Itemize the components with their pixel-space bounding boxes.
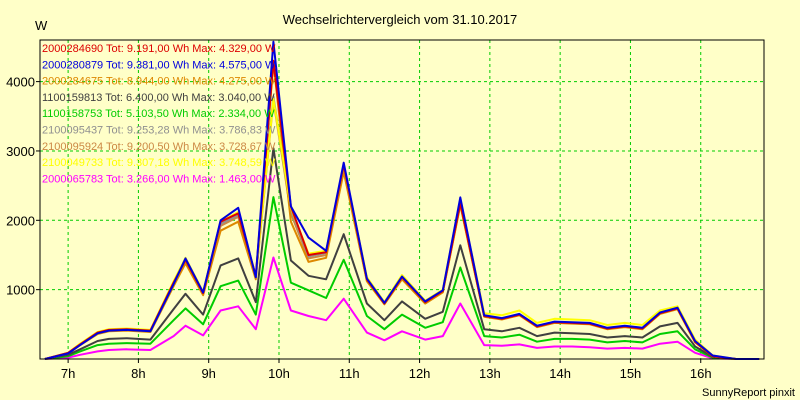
x-tick-label: 11h — [339, 366, 360, 381]
legend-entry-2000065783: 2000065783 Tot: 3.266,00 Wh Max: 1.463,0… — [42, 173, 276, 185]
legend-entry-1100159813: 1100159813 Tot: 6.400,00 Wh Max: 3.040,0… — [42, 92, 275, 104]
legend-entry-2100095437: 2100095437 Tot: 9.253,28 Wh Max: 3.786,8… — [42, 125, 276, 137]
legend-entry-2100049733: 2100049733 Tot: 9.307,18 Wh Max: 3.748,5… — [42, 157, 276, 169]
series-lines — [44, 40, 760, 360]
series-line-1100159813 — [44, 147, 760, 360]
x-tick-label: 15h — [620, 366, 642, 381]
x-tick-label: 12h — [409, 366, 431, 381]
axes: 7h 8h 9h 10h 11h 12h 13h 14h 15h 16h 1000 2000 3000 4… — [6, 75, 712, 381]
y-tick-label: 3000 — [6, 144, 35, 159]
x-tick-label: 7h — [61, 366, 75, 381]
chart-title: Wechselrichtervergleich vom 31.10.2017 — [283, 12, 518, 27]
y-tick-label: 4000 — [6, 75, 35, 90]
y-axis-unit-label: W — [35, 18, 48, 33]
y-tick-label: 2000 — [6, 213, 35, 228]
x-tick-label: 9h — [201, 366, 215, 381]
series-line-1100158753 — [44, 196, 760, 360]
series-line-2000065783 — [44, 256, 760, 360]
x-tick-label: 14h — [549, 366, 571, 381]
legend: 2000284690 Tot: 9.191,00 Wh Max: 4.329,0… — [42, 43, 276, 185]
legend-entry-2000284690: 2000284690 Tot: 9.191,00 Wh Max: 4.329,0… — [42, 43, 276, 55]
x-tick-label: 13h — [479, 366, 501, 381]
legend-entry-2000284675: 2000284675 Tot: 8.944,00 Wh Max: 4.275,0… — [42, 76, 276, 88]
legend-entry-1100158753: 1100158753 Tot: 5.103,50 Wh Max: 2.334,0… — [42, 108, 275, 120]
series-line-2000280879 — [44, 40, 760, 360]
footer-credit: SunnyReport pinxit — [702, 387, 795, 399]
y-tick-label: 1000 — [6, 283, 35, 298]
legend-entry-2100095924: 2100095924 Tot: 9.200,50 Wh Max: 3.728,6… — [42, 141, 276, 153]
x-tick-label: 8h — [131, 366, 145, 381]
x-tick-label: 16h — [690, 366, 712, 381]
legend-entry-2000280879: 2000280879 Tot: 9.381,00 Wh Max: 4.575,0… — [42, 59, 276, 71]
x-tick-label: 10h — [268, 366, 290, 381]
plot-frame — [39, 39, 765, 360]
